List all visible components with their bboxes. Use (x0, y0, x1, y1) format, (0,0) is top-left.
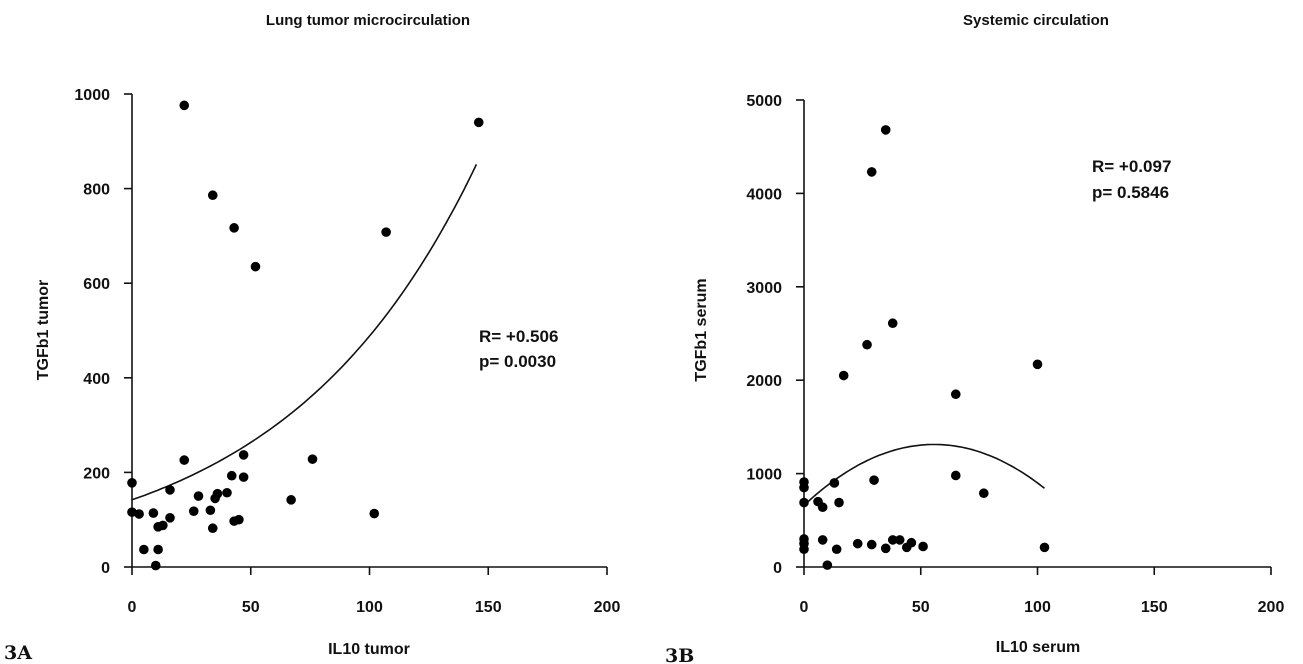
panel-b-data-point (799, 497, 809, 508)
panel-a-x-label: IL10 tumor (328, 641, 410, 658)
panel-a-data-point (165, 513, 175, 523)
panel-a-fit-curve (131, 164, 478, 501)
panel-a-data-point (205, 505, 216, 516)
panel-b-data-point (950, 389, 961, 400)
panel-a-data-point (158, 520, 168, 531)
panel-a: Lung tumor microcirculation 0 50 100 150 200… (4, 12, 620, 664)
panel-b-data-point (880, 125, 891, 135)
panel-a-y-tick-label: 1000 (74, 87, 110, 104)
panel-b-x-tick-label: 0 (800, 599, 809, 616)
panel-a-data-point (179, 100, 190, 111)
panel-a-label: 3A (4, 642, 32, 664)
panel-a-data-point (193, 491, 204, 501)
panel-a-data-point (307, 454, 318, 464)
panel-a-data-point (250, 261, 261, 272)
panel-b-data-point (817, 502, 828, 513)
panel-a-x-tick-label: 50 (242, 599, 260, 616)
panel-a-x-tick-label: 150 (475, 599, 502, 616)
panel-a-data-point (381, 227, 391, 237)
panel-b-data-point (831, 544, 842, 555)
panel-b-title: Systemic circulation (963, 12, 1109, 29)
panel-b-data-point (950, 470, 961, 481)
panel-b-data-point (799, 544, 809, 555)
panel-b-p-value: p= 0.5846 (1092, 183, 1169, 202)
panel-a-data-point (286, 495, 296, 505)
panel-a-data-point (165, 485, 175, 495)
panel-b-data-point (918, 541, 928, 552)
panel-a-y-tick-label: 200 (83, 465, 110, 482)
panel-b-data-point (838, 370, 849, 381)
panel-b-label: 3B (665, 645, 694, 664)
panel-b-points (799, 125, 1050, 570)
panel-a-data-point (226, 470, 237, 481)
panel-a-x-tick-label: 100 (356, 599, 383, 616)
panel-b-x-tick-label: 50 (912, 599, 930, 616)
panel-a-y-label: TGFb1 tumor (35, 280, 52, 380)
panel-b-data-point (834, 497, 844, 508)
panel-b-data-point (1039, 542, 1050, 553)
panel-b-y-tick-label: 3000 (746, 280, 782, 297)
panel-a-data-point (369, 508, 380, 519)
panel-a-y-tick-label: 800 (83, 182, 110, 199)
panel-b-data-point (978, 488, 989, 499)
panel-b-data-point (894, 535, 905, 545)
panel-a-data-point (238, 472, 249, 482)
panel-a-data-point (229, 223, 239, 233)
panel-b-data-point (866, 539, 877, 550)
panel-a-data-point (234, 514, 244, 525)
panel-a-data-point (188, 506, 199, 516)
panel-a-y-tick-label: 400 (83, 371, 110, 388)
panel-b-x-tick-label: 200 (1258, 599, 1285, 616)
panel-b-data-point (862, 339, 872, 350)
panel-b-data-point (829, 478, 840, 488)
panel-b-data-point (887, 318, 898, 329)
panel-a-data-point (212, 488, 223, 499)
panel-b-y-tick-label: 4000 (746, 186, 782, 203)
panel-b-x-label: IL10 serum (996, 639, 1080, 656)
panel-b-y-label: TGFb1 serum (693, 278, 710, 381)
panel-b-y-tick-label: 2000 (746, 373, 782, 390)
panel-a-ticks: 0 50 100 150 200 0 200 400 600 800 1000 (74, 87, 620, 616)
panel-b-y-tick-label: 5000 (746, 93, 782, 110)
panel-a-data-point (207, 190, 218, 201)
panel-b-fit-curve (803, 443, 1045, 506)
panel-b-data-point (906, 537, 917, 548)
panel-a-data-point (139, 544, 149, 555)
panel-b-data-point (866, 167, 877, 177)
panel-b-data-point (880, 543, 891, 554)
panel-a-data-point (179, 455, 190, 465)
panel-b-y-tick-label: 1000 (746, 467, 782, 484)
panel-a-data-point (222, 487, 232, 498)
panel-b-data-point (887, 535, 898, 545)
panel-b: Systemic circulation 0 50 100 150 2000100020… (665, 12, 1284, 664)
panel-a-p-value: p= 0.0030 (479, 352, 556, 371)
panel-b-data-point (817, 535, 828, 545)
panel-a-data-point (207, 523, 218, 534)
panel-a-data-point (238, 450, 249, 460)
panel-a-points (127, 100, 484, 571)
panel-b-x-tick-label: 100 (1024, 599, 1051, 616)
panel-a-data-point (150, 560, 161, 571)
panel-a-title: Lung tumor microcirculation (266, 12, 470, 29)
panel-b-data-point (852, 538, 863, 549)
panel-b-data-point (822, 560, 833, 570)
panel-a-data-point (153, 544, 163, 555)
panel-b-data-point (1032, 359, 1043, 370)
panel-b-data-point (799, 482, 809, 493)
panel-a-data-point (148, 508, 159, 518)
panel-a-y-tick-label: 600 (83, 276, 110, 293)
panel-a-x-tick-label: 200 (594, 599, 621, 616)
panel-a-x-tick-label: 0 (128, 599, 137, 616)
panel-a-data-point (473, 117, 484, 128)
panel-b-y-tick-label: 0 (773, 560, 782, 577)
panel-a-data-point (127, 478, 137, 488)
panel-b-x-tick-label: 150 (1141, 599, 1168, 616)
panel-b-data-point (869, 475, 879, 485)
panel-a-y-tick-label: 0 (101, 560, 110, 577)
panel-b-r-value: R= +0.097 (1092, 157, 1171, 176)
panel-a-data-point (134, 509, 144, 519)
panel-a-r-value: R= +0.506 (479, 327, 558, 346)
